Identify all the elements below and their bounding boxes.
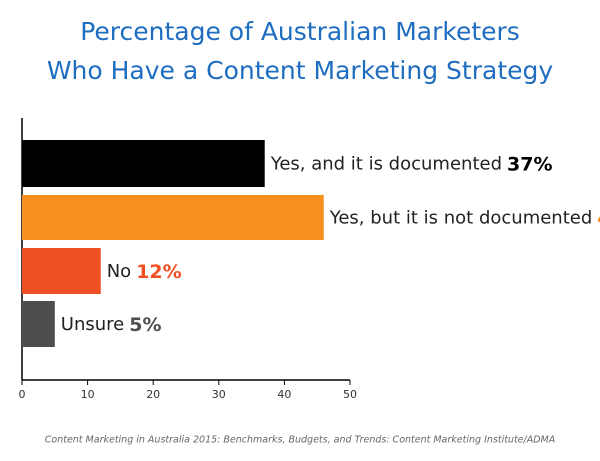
category-label: No xyxy=(107,261,131,282)
value-label: 12% xyxy=(136,261,181,283)
value-label: 46% xyxy=(597,207,600,229)
bar-label: Unsure 5% xyxy=(61,314,162,336)
value-label: 37% xyxy=(507,153,552,175)
bar xyxy=(22,248,101,294)
bar xyxy=(22,195,324,240)
x-tick-label: 30 xyxy=(212,388,226,401)
x-tick-label: 10 xyxy=(81,388,95,401)
category-label: Unsure xyxy=(61,314,124,335)
bar-label: No 12% xyxy=(107,261,182,283)
chart-title: Who Have a Content Marketing Strategy xyxy=(47,56,554,85)
x-tick-label: 40 xyxy=(277,388,291,401)
x-tick-label: 0 xyxy=(19,388,26,401)
bar-label: Yes, but it is not documented 46% xyxy=(329,207,600,229)
value-label: 5% xyxy=(129,314,161,336)
category-label: Yes, but it is not documented xyxy=(329,208,593,229)
x-tick-label: 50 xyxy=(343,388,357,401)
chart-title: Percentage of Australian Marketers xyxy=(80,17,520,46)
bar xyxy=(22,140,265,187)
bar-label: Yes, and it is documented 37% xyxy=(270,153,553,175)
x-tick-label: 20 xyxy=(146,388,160,401)
bar xyxy=(22,301,55,347)
source-note: Content Marketing in Australia 2015: Ben… xyxy=(45,435,555,446)
category-label: Yes, and it is documented xyxy=(270,154,502,175)
